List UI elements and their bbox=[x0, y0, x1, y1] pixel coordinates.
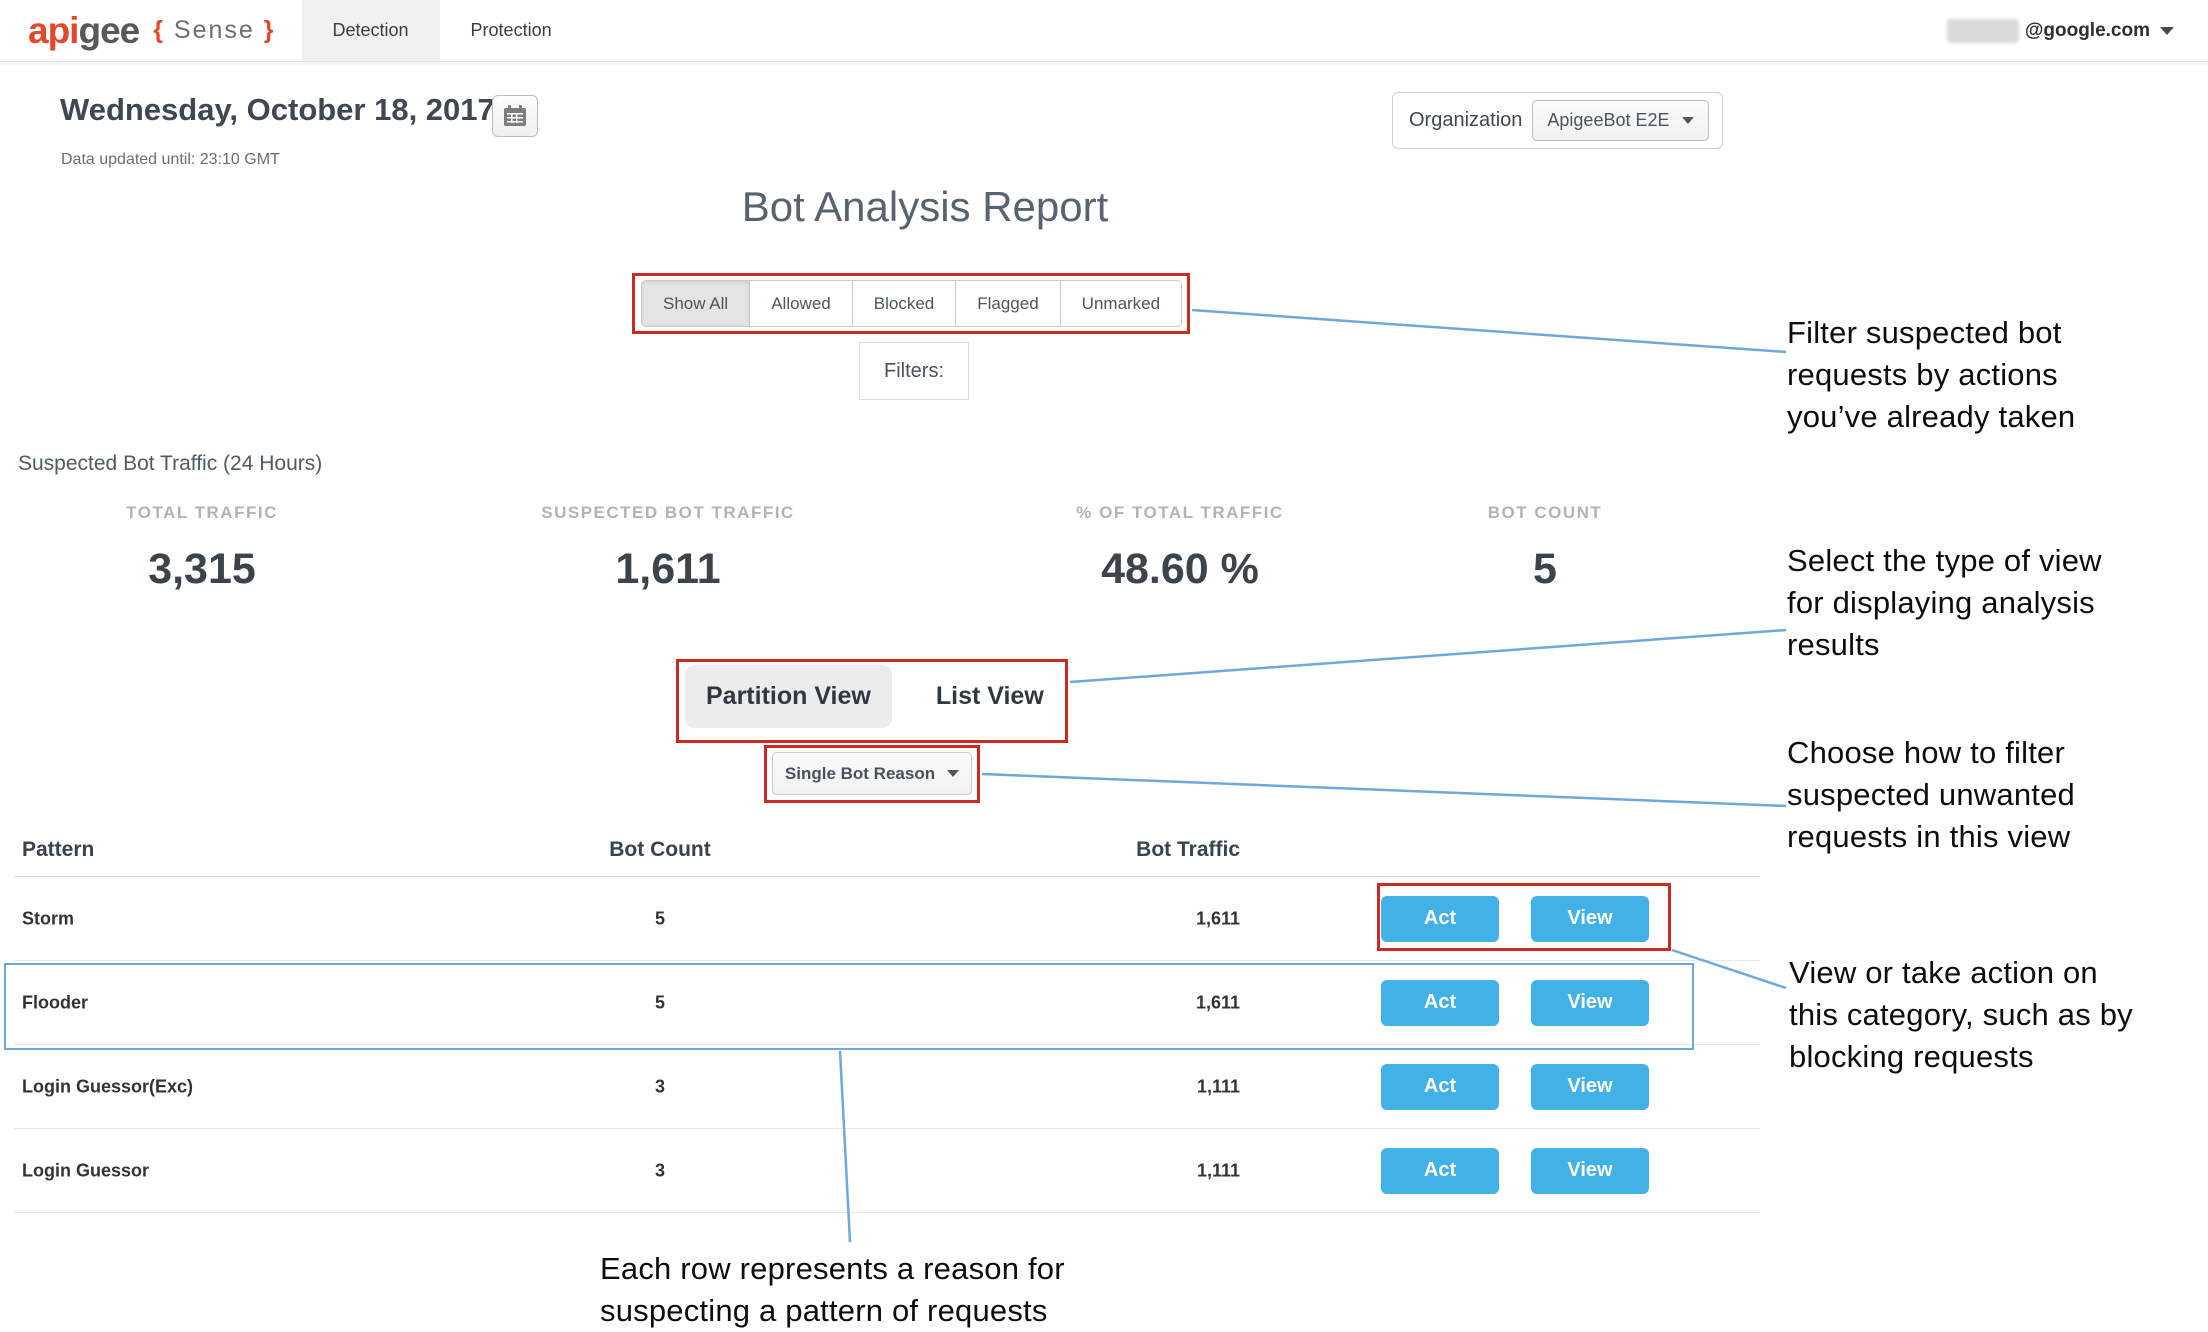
logo-sense-label: Sense bbox=[173, 16, 255, 44]
view-button[interactable]: View bbox=[1531, 979, 1649, 1026]
bot-count-value: 3 bbox=[654, 1160, 665, 1180]
bot-traffic-value: 1,611 bbox=[1195, 992, 1240, 1012]
column-header-bot-count: Bot Count bbox=[609, 838, 711, 861]
caret-down-icon bbox=[2160, 26, 2174, 35]
calendar-icon bbox=[504, 105, 526, 126]
logo-gee-text: gee bbox=[78, 9, 140, 51]
table-row-login-guessor: Login Guessor 3 1,111 Act View bbox=[14, 1129, 1760, 1213]
tab-protection[interactable]: Protection bbox=[470, 20, 552, 40]
act-button[interactable]: Act bbox=[1381, 1063, 1499, 1110]
annotation-line-view-type bbox=[1069, 628, 1787, 684]
act-button[interactable]: Act bbox=[1381, 979, 1499, 1026]
table-row-flooder: Flooder 5 1,611 Act View bbox=[14, 961, 1760, 1045]
stat-value: 1,611 bbox=[615, 545, 721, 593]
stat-label: BOT COUNT bbox=[1487, 503, 1603, 522]
logo-sense-brace-open: { bbox=[153, 16, 165, 44]
filter-flagged[interactable]: Flagged bbox=[956, 281, 1061, 326]
annotation-view-type: Select the type of view for displaying a… bbox=[1787, 543, 2102, 662]
bot-count-value: 3 bbox=[654, 1076, 665, 1096]
redacted-username bbox=[1946, 18, 2019, 43]
main-nav: Detection Protection bbox=[301, 0, 583, 61]
bot-reason-value: Single Bot Reason bbox=[784, 763, 936, 783]
column-header-pattern: Pattern bbox=[22, 838, 95, 861]
table-header: Pattern Bot Count Bot Traffic bbox=[14, 830, 1760, 877]
stat-suspected-bot-traffic: SUSPECTED BOT TRAFFIC 1,611 bbox=[418, 503, 918, 594]
page-title: Bot Analysis Report bbox=[741, 183, 1109, 230]
annotation-line-filter bbox=[1191, 308, 1787, 354]
stat-value: 3,315 bbox=[148, 545, 256, 593]
logo-sense-text: { Sense } bbox=[153, 16, 275, 45]
view-toggle: Partition View List View bbox=[685, 665, 1044, 728]
organization-select[interactable]: ApigeeBot E2E bbox=[1532, 100, 1709, 141]
bot-count-value: 5 bbox=[654, 992, 665, 1012]
pattern-name: Login Guessor(Exc) bbox=[22, 1076, 194, 1096]
filter-blocked[interactable]: Blocked bbox=[852, 281, 957, 326]
view-button[interactable]: View bbox=[1531, 895, 1649, 942]
act-button[interactable]: Act bbox=[1381, 895, 1499, 942]
table-row-login-guessor-exc: Login Guessor(Exc) 3 1,111 Act View bbox=[14, 1045, 1760, 1129]
stat-total-traffic: TOTAL TRAFFIC 3,315 bbox=[0, 503, 452, 594]
column-header-bot-traffic: Bot Traffic bbox=[1136, 838, 1240, 861]
stat-bot-count: BOT COUNT 5 bbox=[1295, 503, 1795, 594]
stat-label: SUSPECTED BOT TRAFFIC bbox=[541, 503, 795, 522]
list-view-tab[interactable]: List View bbox=[935, 682, 1044, 710]
user-email-domain: @google.com bbox=[2024, 19, 2150, 41]
stat-value: 48.60 % bbox=[1101, 545, 1259, 593]
view-button[interactable]: View bbox=[1531, 1063, 1649, 1110]
stat-value: 5 bbox=[1533, 545, 1557, 593]
view-button[interactable]: View bbox=[1531, 1147, 1649, 1194]
bot-traffic-value: 1,611 bbox=[1195, 908, 1240, 928]
tab-detection[interactable]: Detection bbox=[301, 0, 440, 61]
filters-label-box: Filters: bbox=[859, 342, 969, 400]
logo-api-text: api bbox=[28, 9, 79, 51]
report-date: Wednesday, October 18, 2017 bbox=[60, 92, 495, 127]
organization-value: ApigeeBot E2E bbox=[1547, 110, 1670, 130]
data-updated-label: Data updated until: 23:10 GMT bbox=[61, 151, 280, 168]
annotation-line-choose-filter bbox=[981, 772, 1787, 808]
filter-allowed[interactable]: Allowed bbox=[750, 281, 853, 326]
logo-sense-brace-close: } bbox=[263, 16, 276, 44]
filter-show-all[interactable]: Show All bbox=[642, 281, 751, 326]
stat-label: TOTAL TRAFFIC bbox=[126, 503, 278, 522]
pattern-name: Login Guessor bbox=[22, 1160, 150, 1180]
caret-down-icon bbox=[947, 770, 960, 777]
annotation-choose-filter: Choose how to filter suspected unwanted … bbox=[1787, 735, 2075, 854]
pattern-name: Storm bbox=[22, 908, 75, 928]
organization-box: Organization ApigeeBot E2E bbox=[1392, 92, 1723, 149]
filter-unmarked[interactable]: Unmarked bbox=[1060, 281, 1182, 326]
apigee-sense-logo: api gee { Sense } bbox=[0, 0, 302, 61]
bot-traffic-value: 1,111 bbox=[1196, 1076, 1240, 1096]
section-title: Suspected Bot Traffic (24 Hours) bbox=[18, 452, 323, 475]
partition-view-tab[interactable]: Partition View bbox=[685, 665, 892, 728]
bot-count-value: 5 bbox=[654, 908, 665, 928]
user-menu[interactable]: @google.com bbox=[1946, 0, 2208, 61]
caret-down-icon bbox=[1681, 117, 1694, 124]
annotation-filter-actions: Filter suspected bot requests by actions… bbox=[1787, 315, 2076, 434]
bot-reason-dropdown[interactable]: Single Bot Reason bbox=[772, 752, 972, 795]
date-picker-button[interactable] bbox=[492, 95, 538, 137]
pattern-name: Flooder bbox=[22, 992, 88, 1012]
annotation-row-reason: Each row represents a reason for suspect… bbox=[600, 1251, 1065, 1328]
stat-label: % OF TOTAL TRAFFIC bbox=[1076, 503, 1284, 522]
app-header: api gee { Sense } Detection Protection @g… bbox=[0, 0, 2208, 62]
status-filter-group: Show All Allowed Blocked Flagged Unmarke… bbox=[641, 280, 1183, 327]
organization-label: Organization bbox=[1409, 109, 1523, 131]
stat-percent-total-traffic: % OF TOTAL TRAFFIC 48.60 % bbox=[930, 503, 1430, 594]
act-button[interactable]: Act bbox=[1381, 1147, 1499, 1194]
annotation-take-action: View or take action on this category, su… bbox=[1789, 955, 2133, 1074]
bot-pattern-table: Pattern Bot Count Bot Traffic Storm 5 1,… bbox=[14, 830, 1760, 1213]
bot-traffic-value: 1,111 bbox=[1196, 1160, 1240, 1180]
table-row-storm: Storm 5 1,611 Act View bbox=[14, 877, 1760, 961]
